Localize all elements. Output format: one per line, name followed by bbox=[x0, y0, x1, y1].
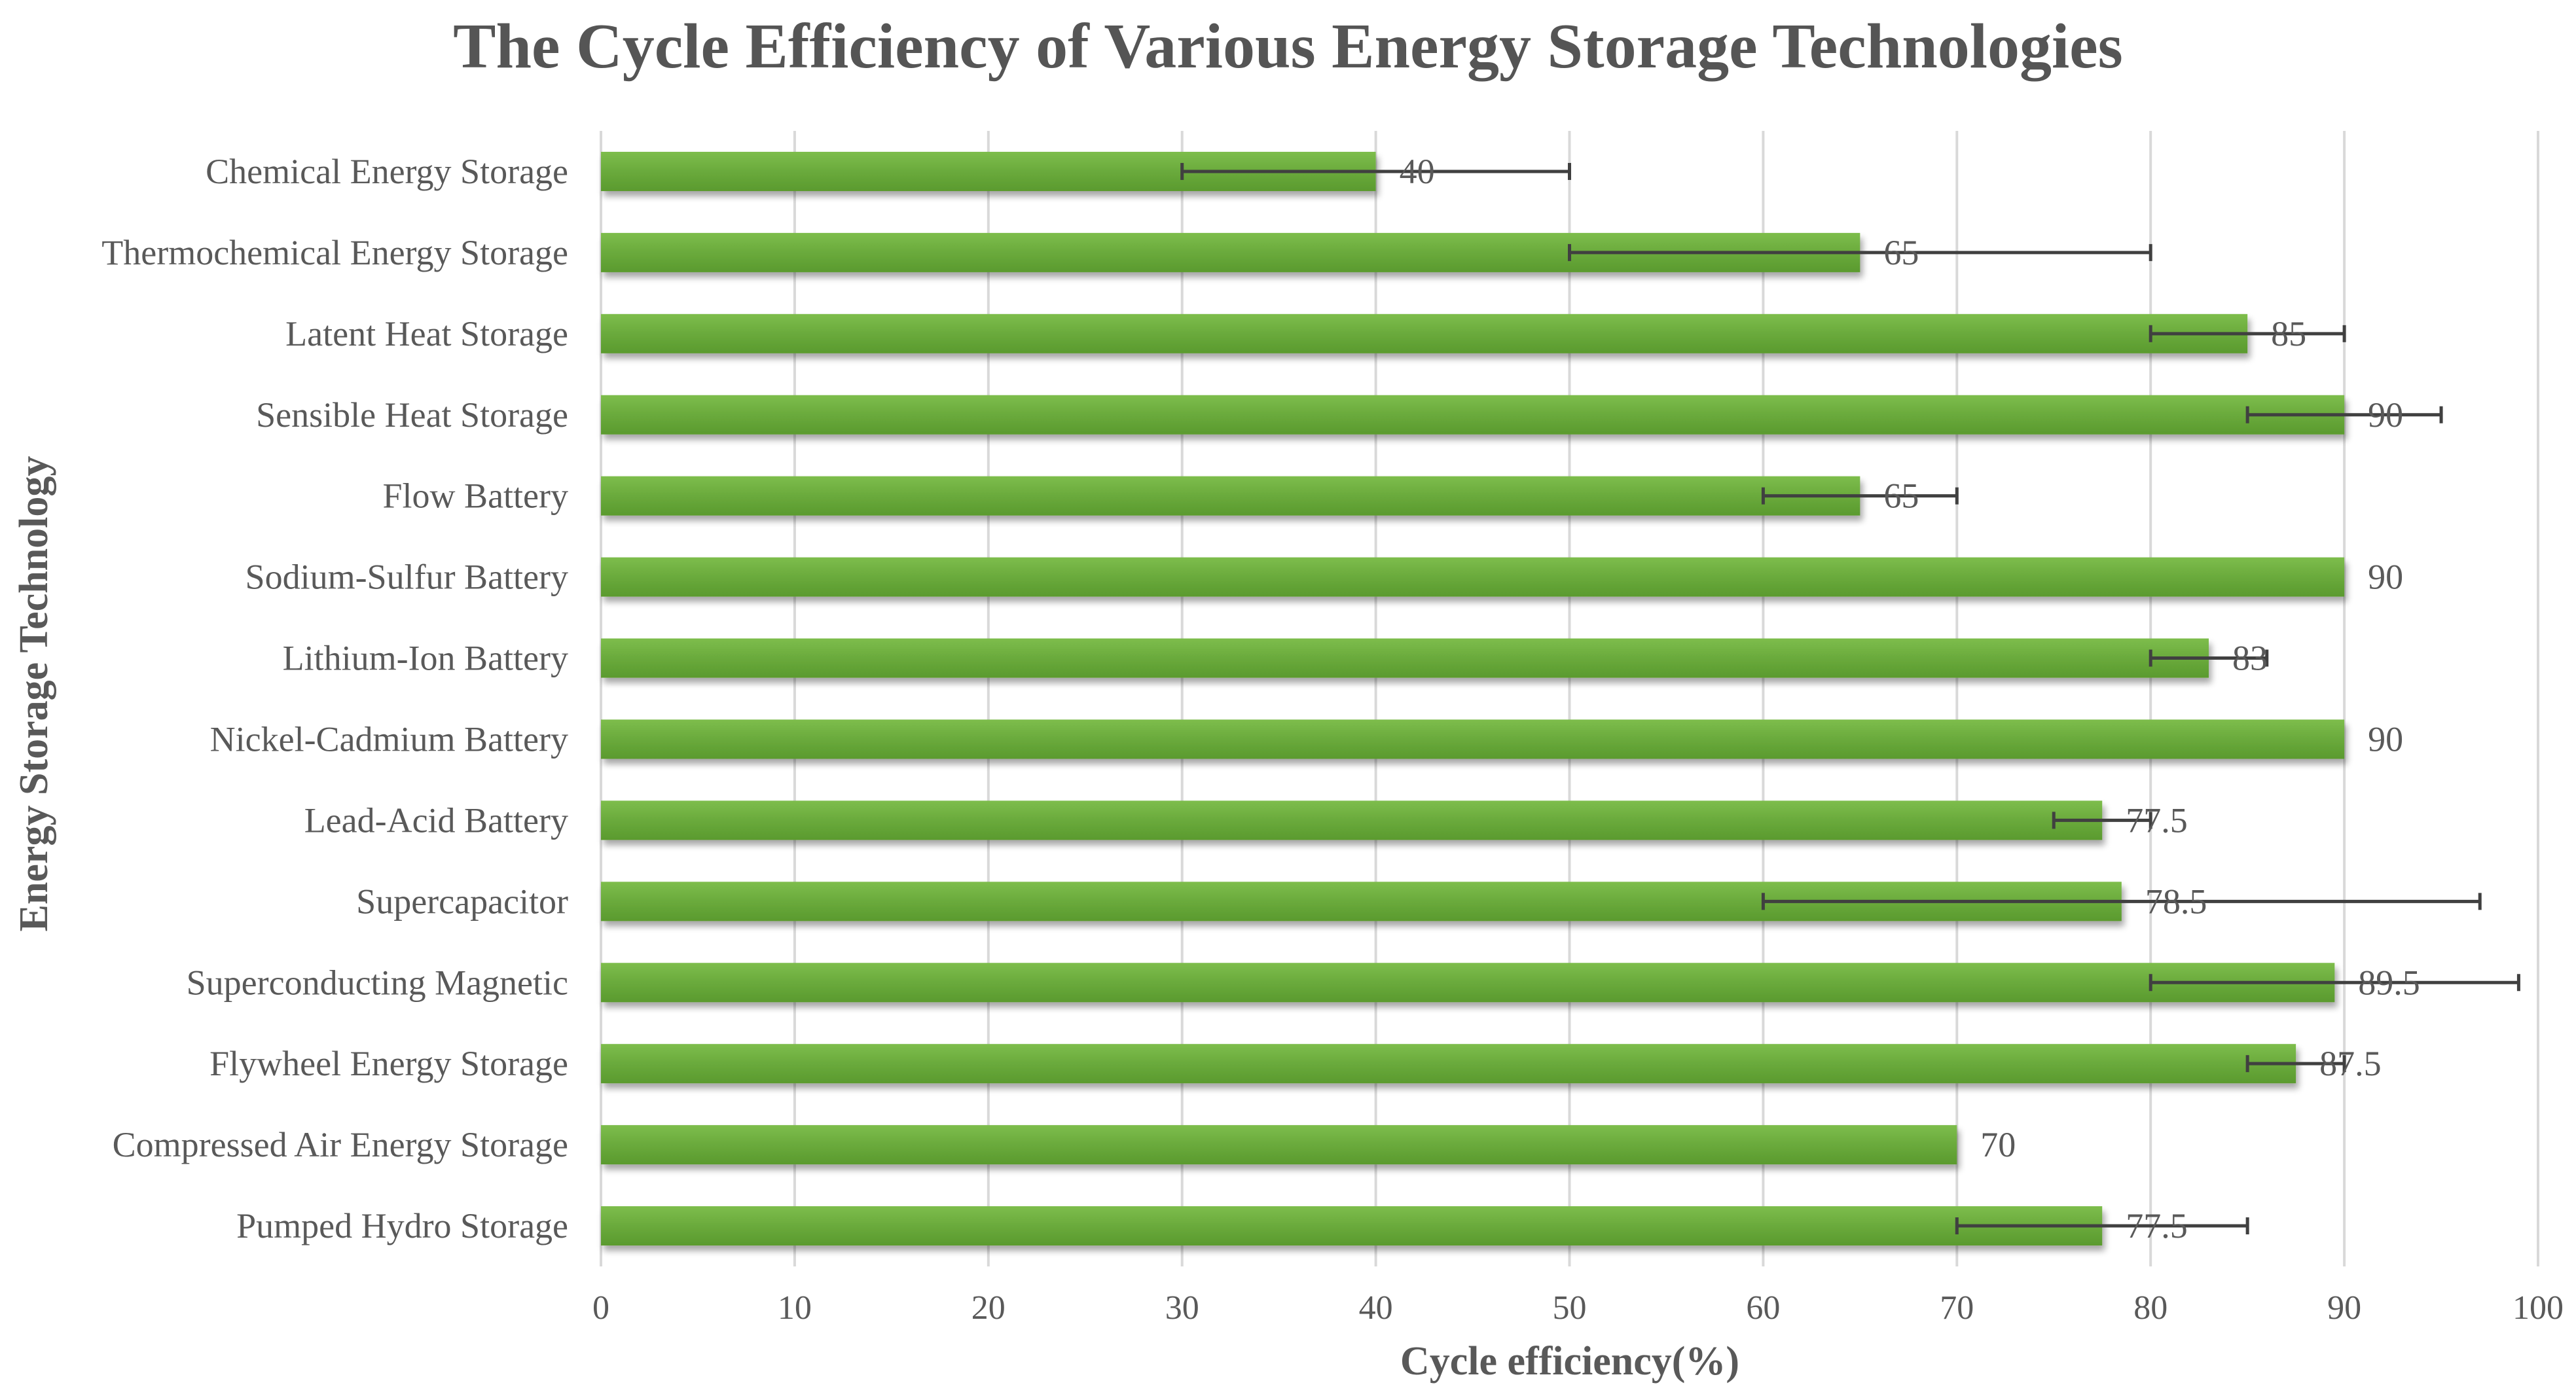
error-bar-chemical-energy-storage bbox=[1180, 162, 1571, 180]
data-label-supercapacitor: 78.5 bbox=[2145, 882, 2207, 921]
error-bar-lead-acid-battery bbox=[2052, 812, 2152, 829]
gridlines bbox=[600, 131, 2539, 1266]
bar-compressed-air-energy-storage bbox=[601, 1125, 1957, 1165]
x-tick-label-0: 0 bbox=[592, 1289, 609, 1327]
bar-pumped-hydro-storage bbox=[601, 1206, 2103, 1246]
y-tick-label-chemical-energy-storage: Chemical Energy Storage bbox=[206, 152, 568, 191]
data-label-lead-acid-battery: 77.5 bbox=[2126, 800, 2188, 840]
x-tick-label-30: 30 bbox=[1165, 1289, 1199, 1327]
error-bar-sensible-heat-storage bbox=[2245, 406, 2443, 423]
data-label-chemical-energy-storage: 40 bbox=[1400, 152, 1435, 191]
y-tick-label-supercapacitor: Supercapacitor bbox=[356, 882, 568, 921]
y-tick-label-nickel-cadmium-battery: Nickel-Cadmium Battery bbox=[210, 719, 568, 759]
data-label-superconducting-magnetic: 89.5 bbox=[2358, 963, 2420, 1002]
error-bar-thermochemical-energy-storage bbox=[1568, 243, 2152, 261]
y-tick-label-lithium-ion-battery: Lithium-Ion Battery bbox=[283, 639, 568, 678]
x-axis-tick-labels: 0 10 20 30 40 50 60 70 80 90 100 bbox=[592, 1289, 2564, 1327]
bar-flywheel-energy-storage bbox=[601, 1044, 2296, 1084]
data-label-compressed-air-energy-storage: 70 bbox=[1980, 1125, 2016, 1164]
data-label-pumped-hydro-storage: 77.5 bbox=[2126, 1206, 2188, 1245]
data-label-latent-heat-storage: 85 bbox=[2271, 314, 2306, 353]
x-axis-title: Cycle efficiency(%) bbox=[1400, 1339, 1739, 1384]
data-label-lithium-ion-battery: 83 bbox=[2232, 639, 2268, 678]
data-label-flow-battery: 65 bbox=[1883, 476, 1919, 516]
y-tick-label-flywheel-energy-storage: Flywheel Energy Storage bbox=[209, 1044, 568, 1083]
x-tick-label-50: 50 bbox=[1553, 1289, 1587, 1327]
error-bar-latent-heat-storage bbox=[2149, 325, 2346, 342]
error-bar-superconducting-magnetic bbox=[2149, 974, 2520, 992]
x-tick-label-20: 20 bbox=[971, 1289, 1006, 1327]
y-tick-label-flow-battery: Flow Battery bbox=[383, 476, 568, 516]
data-labels: 40 65 85 90 65 90 83 90 77.5 78.5 89.5 87.5 70 77.5 bbox=[1400, 152, 2420, 1245]
bar-sensible-heat-storage bbox=[601, 395, 2345, 435]
x-tick-label-40: 40 bbox=[1359, 1289, 1393, 1327]
data-label-thermochemical-energy-storage: 65 bbox=[1883, 233, 1919, 272]
data-label-sodium-sulfur-battery: 90 bbox=[2368, 558, 2403, 597]
chart-title: The Cycle Efficiency of Various Energy S… bbox=[453, 11, 2123, 82]
x-tick-label-90: 90 bbox=[2327, 1289, 2361, 1327]
error-bar-flow-battery bbox=[1761, 487, 1959, 505]
bar-lithium-ion-battery bbox=[601, 638, 2209, 678]
y-tick-label-compressed-air-energy-storage: Compressed Air Energy Storage bbox=[113, 1125, 568, 1164]
bar-lead-acid-battery bbox=[601, 800, 2103, 840]
bar-latent-heat-storage bbox=[601, 313, 2248, 353]
bars bbox=[601, 151, 2345, 1246]
error-bar-pumped-hydro-storage bbox=[1955, 1217, 2249, 1235]
y-axis-title: Energy Storage Technology bbox=[12, 456, 56, 932]
data-label-flywheel-energy-storage: 87.5 bbox=[2319, 1044, 2382, 1083]
bar-superconducting-magnetic bbox=[601, 963, 2335, 1003]
y-tick-label-sensible-heat-storage: Sensible Heat Storage bbox=[256, 395, 568, 435]
y-tick-label-latent-heat-storage: Latent Heat Storage bbox=[285, 314, 568, 353]
x-tick-label-10: 10 bbox=[778, 1289, 812, 1327]
x-tick-label-60: 60 bbox=[1746, 1289, 1780, 1327]
bar-nickel-cadmium-battery bbox=[601, 719, 2345, 759]
bar-flow-battery bbox=[601, 476, 1860, 516]
data-label-sensible-heat-storage: 90 bbox=[2368, 395, 2403, 435]
error-bar-lithium-ion-battery bbox=[2149, 649, 2269, 667]
y-axis-tick-labels: Chemical Energy Storage Thermochemical En… bbox=[101, 152, 568, 1245]
error-bars bbox=[1180, 162, 2520, 1235]
data-label-nickel-cadmium-battery: 90 bbox=[2368, 719, 2403, 759]
error-bar-flywheel-energy-storage bbox=[2245, 1055, 2346, 1073]
x-tick-label-100: 100 bbox=[2513, 1289, 2564, 1327]
x-tick-label-80: 80 bbox=[2133, 1289, 2168, 1327]
y-tick-label-thermochemical-energy-storage: Thermochemical Energy Storage bbox=[101, 233, 568, 272]
y-tick-label-superconducting-magnetic: Superconducting Magnetic bbox=[187, 963, 568, 1002]
y-tick-label-pumped-hydro-storage: Pumped Hydro Storage bbox=[236, 1206, 568, 1245]
error-bar-supercapacitor bbox=[1761, 893, 2482, 910]
y-tick-label-lead-acid-battery: Lead-Acid Battery bbox=[304, 800, 568, 840]
x-tick-label-70: 70 bbox=[1940, 1289, 1974, 1327]
y-tick-label-sodium-sulfur-battery: Sodium-Sulfur Battery bbox=[245, 558, 568, 597]
bar-sodium-sulfur-battery bbox=[601, 557, 2345, 597]
